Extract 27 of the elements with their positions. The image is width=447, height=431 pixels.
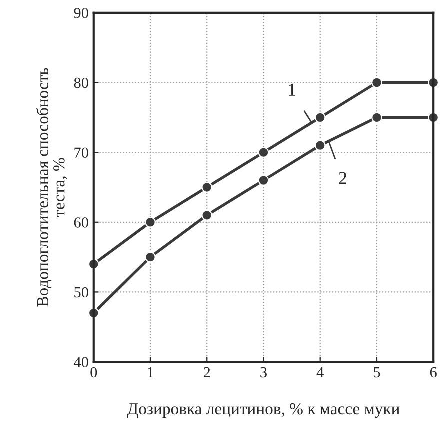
- x-axis-title: Дозировка лецитинов, % к массе муки: [127, 403, 400, 418]
- x-tick-label: 5: [374, 368, 380, 378]
- point: [314, 140, 326, 151]
- y-tick-label: 40: [74, 357, 88, 368]
- point: [372, 112, 382, 124]
- x-tick-label: 6: [430, 367, 437, 378]
- x-tick-label: 3: [260, 367, 267, 378]
- point: [258, 147, 270, 158]
- x-tick-label: 4: [316, 367, 324, 378]
- x-tick-label: 1: [148, 367, 154, 378]
- point: [202, 210, 212, 221]
- point: [145, 217, 156, 228]
- series-label: 1: [289, 84, 296, 96]
- point: [258, 175, 270, 186]
- y-tick-label: 70: [74, 148, 88, 158]
- y-tick-label: 50: [74, 287, 88, 298]
- point: [145, 252, 156, 263]
- x-tick-label: 2: [204, 367, 210, 378]
- y-tick-label: 80: [74, 78, 88, 88]
- point: [314, 112, 326, 124]
- y-tick-label: 60: [74, 218, 88, 228]
- point: [372, 77, 382, 88]
- y-axis-title: Водопоглотительная способность теста, %: [36, 68, 68, 307]
- x-tick-label: 0: [90, 367, 98, 378]
- legend-label: 2: [339, 172, 347, 184]
- point: [202, 182, 212, 193]
- y-tick-label: 90: [74, 8, 88, 18]
